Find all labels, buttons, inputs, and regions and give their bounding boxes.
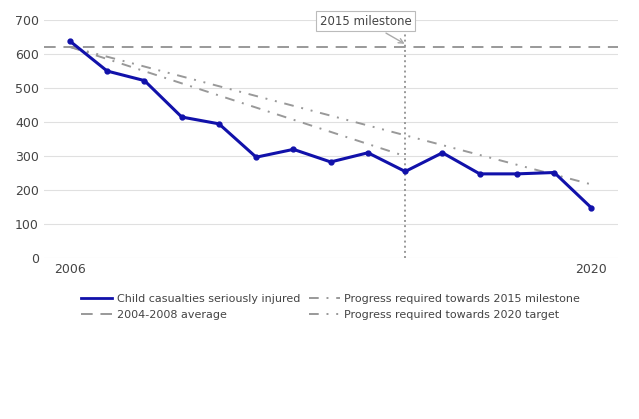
Legend: Child casualties seriously injured, 2004-2008 average, Progress required towards: Child casualties seriously injured, 2004…	[77, 290, 585, 324]
Text: 2015 milestone: 2015 milestone	[320, 15, 412, 43]
